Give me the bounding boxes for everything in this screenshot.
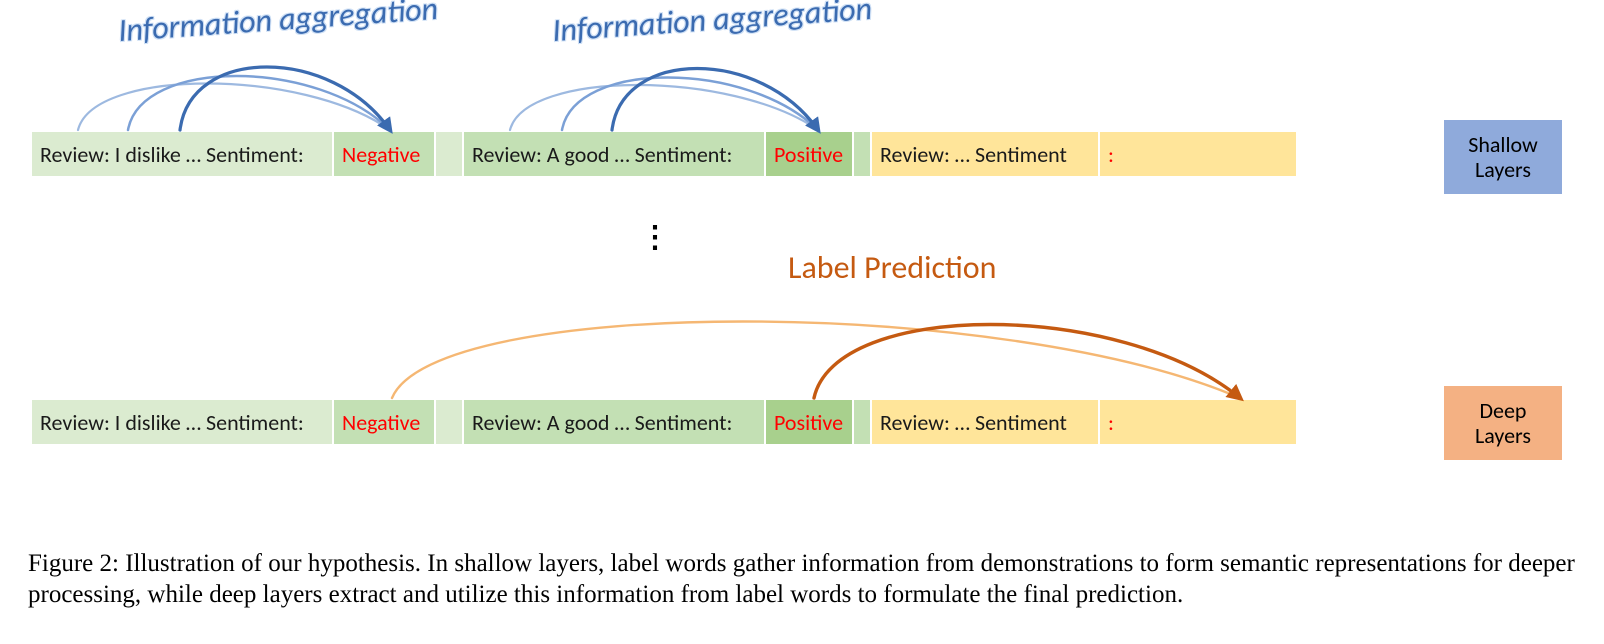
label-prediction-label: Label Prediction	[788, 248, 996, 287]
caption-prefix: Figure 2:	[28, 550, 125, 577]
caption-text: Illustration of our hypothesis. In shall…	[28, 550, 1575, 608]
token-segment: :	[1100, 132, 1296, 176]
token-segment: Review: … Sentiment	[872, 400, 1100, 444]
token-segment	[854, 132, 872, 176]
legend-shallow-layers: ShallowLayers	[1444, 120, 1562, 194]
token-row-shallow: Review: I dislike … Sentiment:Negative R…	[32, 132, 1296, 176]
token-segment: Positive	[766, 132, 854, 176]
token-segment: Positive	[766, 400, 854, 444]
diagram-area: Review: I dislike … Sentiment:Negative R…	[0, 0, 1604, 540]
token-segment: Review: A good … Sentiment:	[464, 132, 766, 176]
aggregation-label-1: Information aggregation	[117, 0, 439, 50]
token-segment: Review: A good … Sentiment:	[464, 400, 766, 444]
token-segment: :	[1100, 400, 1296, 444]
aggregation-label-2: Information aggregation	[551, 0, 873, 50]
legend-deep-layers: DeepLayers	[1444, 386, 1562, 460]
token-row-deep: Review: I dislike … Sentiment:Negative R…	[32, 400, 1296, 444]
token-segment	[854, 400, 872, 444]
figure-caption: Figure 2: Illustration of our hypothesis…	[28, 548, 1576, 611]
token-segment: Negative	[334, 132, 436, 176]
token-segment	[436, 400, 464, 444]
token-segment: Review: I dislike … Sentiment:	[32, 400, 334, 444]
token-segment: Review: I dislike … Sentiment:	[32, 132, 334, 176]
token-segment: Negative	[334, 400, 436, 444]
token-segment	[436, 132, 464, 176]
token-segment: Review: … Sentiment	[872, 132, 1100, 176]
ellipsis-vdots: ⋮	[640, 220, 672, 255]
